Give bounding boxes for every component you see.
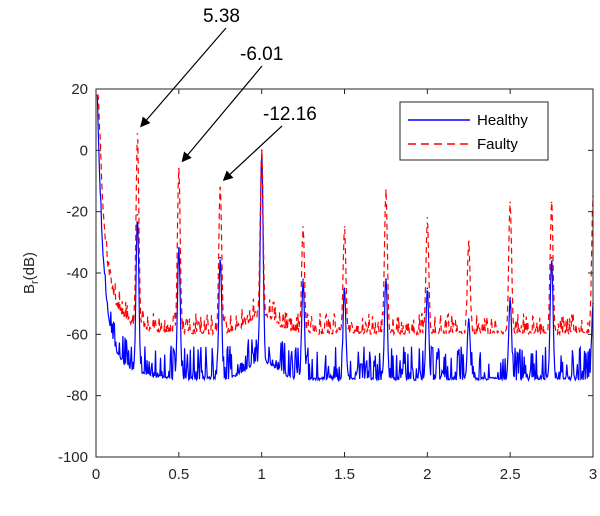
peak-point-faulty [509,201,511,204]
y-axis-label-sub: r [29,280,41,284]
peak-point-healthy [550,256,553,259]
peak-point-faulty [219,186,222,189]
x-tick-label: 1.5 [334,466,355,483]
y-axis-label: Br(dB) [21,252,41,294]
series-line-healthy [96,94,593,383]
annotation-layer: 5.38-6.01 -12.16 [140,6,317,181]
peak-point-healthy [219,256,222,259]
peak-annotation-arrow [181,65,263,163]
peak-point-healthy [467,318,470,320]
y-tick-label: -60 [66,326,88,343]
peak-point-faulty [260,149,263,152]
peak-point-faulty [178,167,180,170]
x-tick-label: 0 [92,466,100,483]
y-tick-label: 20 [71,81,88,98]
peak-point-faulty [136,133,139,135]
peak-annotation-arrow [222,125,283,181]
peak-point-healthy [426,287,429,290]
peak-point-healthy [302,278,304,280]
y-tick-label: -100 [58,449,88,466]
y-tick-label: -40 [66,265,88,282]
legend: Healthy Faulty [399,101,549,161]
legend-label-faulty: Faulty [477,136,518,153]
peak-point-faulty [385,189,387,191]
peak-point-healthy [178,247,180,250]
peak-point-healthy [343,287,346,290]
legend-label-healthy: Healthy [477,112,528,129]
peak-point-faulty [343,226,346,228]
y-tick-label: -20 [66,204,88,221]
peak-point-faulty [426,217,429,219]
x-tick-label: 1 [257,466,265,483]
peak-annotation-arrow [140,27,227,128]
peak-annotation-label: -12.16 [263,104,317,125]
y-axis-label-rest: (dB) [21,252,38,280]
peak-point-healthy [509,296,511,299]
peak-annotation-label: -6.01 [240,44,283,65]
y-axis-label-main: B [21,284,38,294]
peak-point-healthy [385,278,387,280]
peak-point-healthy [136,213,139,216]
legend-box [399,101,549,161]
peak-point-faulty [550,201,553,204]
x-tick-label: 3 [589,466,597,483]
y-tick-label: -80 [66,388,88,405]
y-tick-label: 0 [80,142,88,159]
peak-point-faulty [467,241,470,244]
peak-annotation-label: 5.38 [203,6,240,27]
peak-point-faulty [302,226,304,228]
axis-layer: 0 0.5 1 1.5 2 2.5 3 20 0 -20 -40 -60 -80 -100 [58,81,597,483]
x-tick-label: 2 [423,466,431,483]
x-tick-label: 2.5 [500,466,521,483]
series-line-faulty [96,94,593,337]
x-tick-label: 0.5 [168,466,189,483]
